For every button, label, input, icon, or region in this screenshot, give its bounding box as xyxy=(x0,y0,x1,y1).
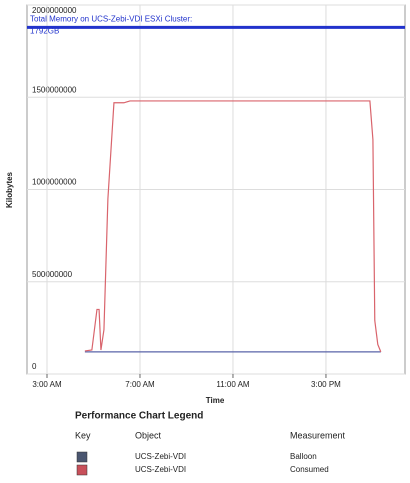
y-tick-label: 500000000 xyxy=(32,270,73,279)
x-tick-label: 11:00 AM xyxy=(216,380,250,389)
legend-title: Performance Chart Legend xyxy=(75,411,203,422)
reference-label: Total Memory on UCS-Zebi-VDI ESXi Cluste… xyxy=(30,14,192,23)
legend-object: UCS-Zebi-VDI xyxy=(135,452,186,461)
y-tick-label: 1500000000 xyxy=(32,85,77,94)
y-tick-label: 1000000000 xyxy=(32,178,77,187)
x-tick-label: 7:00 AM xyxy=(125,380,155,389)
legend-key xyxy=(76,464,88,476)
legend-object: UCS-Zebi-VDI xyxy=(135,465,186,474)
y-tick-label: 0 xyxy=(32,362,37,371)
legend-header: Key xyxy=(75,430,91,440)
legend-header: Measurement xyxy=(290,430,346,440)
x-tick-label: 3:00 AM xyxy=(32,380,62,389)
series-line xyxy=(84,100,382,353)
legend-measurement: Consumed xyxy=(290,465,329,474)
y-tick-label: 2000000000 xyxy=(32,6,77,15)
y-axis-label: Kilobytes xyxy=(5,171,14,208)
reference-label: 1792GB xyxy=(30,26,59,35)
legend-header: Object xyxy=(135,430,162,440)
x-tick-label: 3:00 PM xyxy=(311,380,341,389)
legend-key xyxy=(76,451,88,463)
legend-measurement: Balloon xyxy=(290,452,317,461)
x-axis-label: Time xyxy=(206,396,225,405)
